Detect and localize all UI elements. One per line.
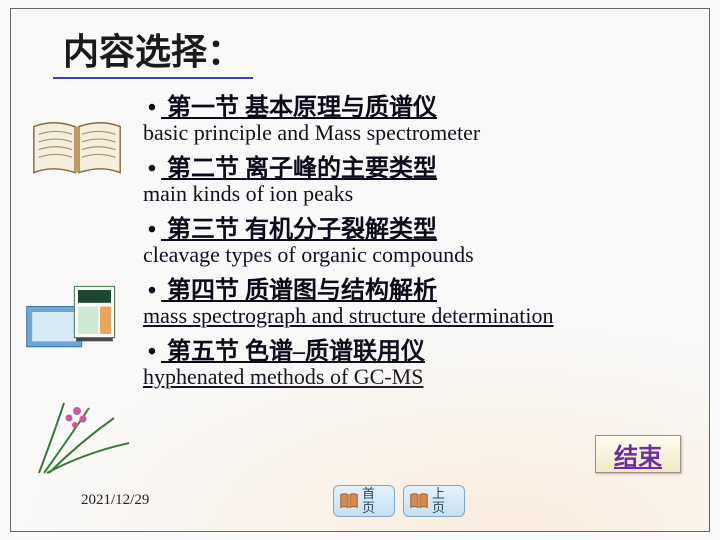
section-link-5[interactable]: • 第五节 色谱–质谱联用仪 bbox=[143, 331, 685, 366]
footer-nav: 首页 上页 bbox=[333, 485, 465, 517]
section-subtitle-5: hyphenated methods of GC-MS bbox=[143, 364, 685, 390]
end-button[interactable]: 结束 bbox=[595, 435, 681, 473]
book-open-icon bbox=[408, 490, 430, 512]
page-title: 内容选择： bbox=[53, 23, 253, 79]
nav-prev-button[interactable]: 上页 bbox=[403, 485, 465, 517]
slide-frame: 内容选择： • 第一节 基本原理与质谱仪basic principle and … bbox=[10, 8, 710, 532]
book-open-icon bbox=[338, 490, 360, 512]
nav-home-label: 首页 bbox=[362, 487, 375, 514]
section-link-2[interactable]: • 第二节 离子峰的主要类型 bbox=[143, 148, 685, 183]
section-link-3[interactable]: • 第三节 有机分子裂解类型 bbox=[143, 209, 685, 244]
nav-home-button[interactable]: 首页 bbox=[333, 485, 395, 517]
section-subtitle-2: main kinds of ion peaks bbox=[143, 181, 685, 207]
section-subtitle-1: basic principle and Mass spectrometer bbox=[143, 120, 685, 146]
section-link-4[interactable]: • 第四节 质谱图与结构解析 bbox=[143, 270, 685, 305]
section-subtitle-4: mass spectrograph and structure determin… bbox=[143, 303, 685, 329]
open-book-icon bbox=[29, 117, 125, 184]
orchid-icon bbox=[19, 383, 139, 483]
footer-date: 2021/12/29 bbox=[81, 492, 149, 509]
section-link-1[interactable]: • 第一节 基本原理与质谱仪 bbox=[143, 87, 685, 122]
section-subtitle-3: cleavage types of organic compounds bbox=[143, 242, 685, 268]
nav-prev-label: 上页 bbox=[432, 487, 445, 514]
documents-icon bbox=[23, 279, 133, 352]
